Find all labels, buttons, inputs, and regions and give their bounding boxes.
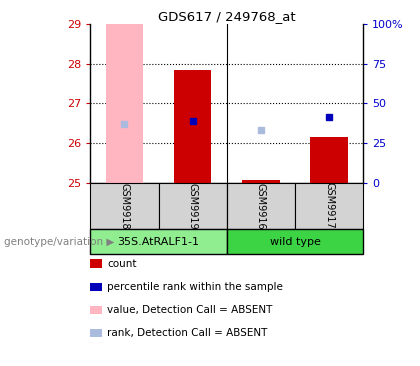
Text: GSM9919: GSM9919 [188,183,198,229]
Bar [227,229,363,254]
Bar [310,137,348,183]
Bar [106,24,143,183]
Text: count: count [107,258,136,269]
Text: wild type: wild type [270,236,320,247]
Bar [295,183,363,229]
Bar [242,180,280,183]
Text: 35S.AtRALF1-1: 35S.AtRALF1-1 [118,236,200,247]
Text: genotype/variation ▶: genotype/variation ▶ [4,236,115,247]
Title: GDS617 / 249768_at: GDS617 / 249768_at [158,10,296,23]
Bar [174,70,211,183]
Bar [159,183,227,229]
Bar [90,229,227,254]
Text: GSM9916: GSM9916 [256,183,266,229]
Text: value, Detection Call = ABSENT: value, Detection Call = ABSENT [107,305,273,315]
Bar [90,183,159,229]
Text: GSM9917: GSM9917 [324,183,334,229]
Text: rank, Detection Call = ABSENT: rank, Detection Call = ABSENT [107,328,268,338]
Bar [227,183,295,229]
Text: GSM9918: GSM9918 [119,183,129,229]
Text: percentile rank within the sample: percentile rank within the sample [107,281,283,292]
